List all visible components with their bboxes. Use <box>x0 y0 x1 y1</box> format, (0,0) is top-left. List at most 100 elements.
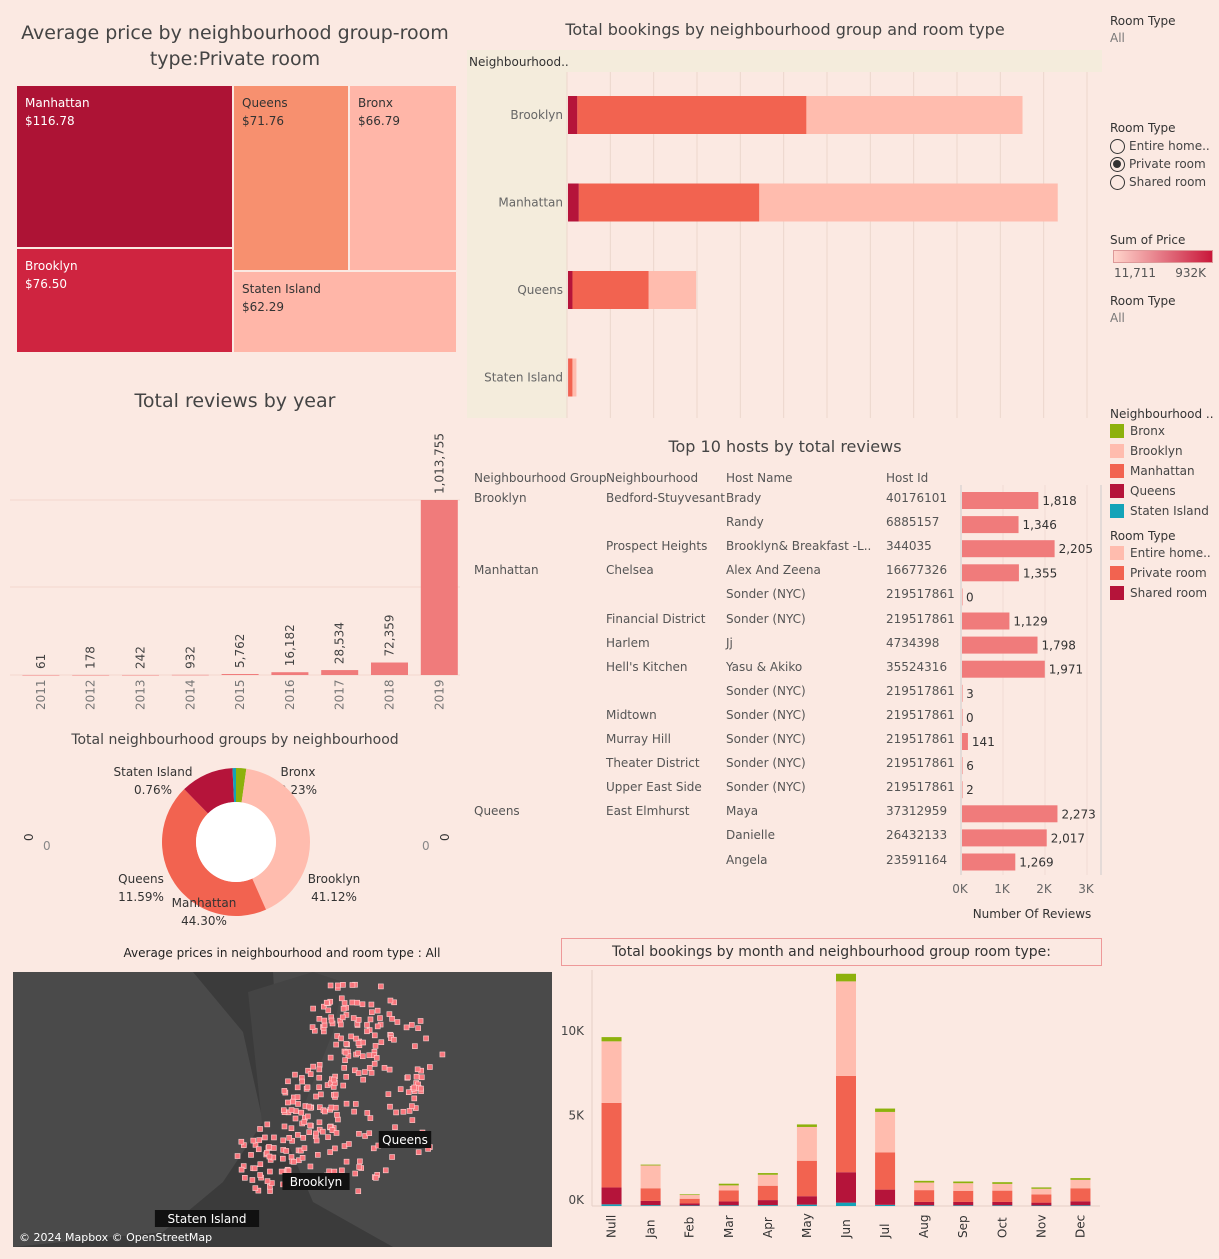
monthly-y-tick: 5K <box>568 1109 585 1123</box>
donut-slice-pct: 44.30% <box>181 914 227 925</box>
map-point <box>360 1039 366 1046</box>
room-type-legend-title: Room Type <box>1110 529 1176 543</box>
map-point <box>349 982 356 988</box>
map-point <box>285 1167 292 1174</box>
hosts-cell-hood: Upper East Side <box>606 780 702 795</box>
legend-swatch <box>1110 424 1124 438</box>
treemap-cell-brooklyn[interactable]: Brooklyn $76.50 <box>16 248 233 353</box>
map-point <box>403 1024 410 1031</box>
monthly-bar-segment <box>992 1205 1013 1206</box>
map-point <box>299 1155 306 1161</box>
room-type-radio-option[interactable]: Shared room <box>1110 173 1219 191</box>
monthly-bar-segment <box>601 1187 622 1205</box>
donut-slice-pct: 0.76% <box>134 783 172 797</box>
map-point <box>374 1023 381 1030</box>
map-point <box>327 982 334 989</box>
donut-axis-zero: 0 <box>422 839 430 853</box>
map-label: Staten Island <box>168 1212 247 1226</box>
monthly-bar-segment <box>914 1201 935 1206</box>
year-tick-label: 2016 <box>283 679 297 710</box>
map-point <box>386 1066 393 1073</box>
room-type-legend: Entire home.. Private room Shared room <box>1110 543 1219 603</box>
map-point <box>339 1014 346 1021</box>
monthly-bar-segment <box>679 1194 700 1196</box>
map-point <box>364 1022 370 1028</box>
bookings-bar-shared <box>568 271 573 309</box>
map-point <box>306 1129 313 1135</box>
year-value-label: 242 <box>134 646 148 669</box>
treemap-cell-name: Manhattan <box>25 96 90 110</box>
room-type-filter-value-2[interactable]: All <box>1110 311 1125 325</box>
monthly-x-tick: Jun <box>839 1219 853 1239</box>
treemap-cell-manhattan[interactable]: Manhattan $116.78 <box>16 85 233 248</box>
room-type-radio-option[interactable]: Private room <box>1110 155 1219 173</box>
neighbourhood-legend-item[interactable]: Bronx <box>1110 421 1219 441</box>
room-type-legend-item[interactable]: Private room <box>1110 563 1219 583</box>
room-type-filter-value[interactable]: All <box>1110 31 1125 45</box>
map-point <box>320 1128 326 1135</box>
treemap-cell-bronx[interactable]: Bronx $66.79 <box>349 85 457 271</box>
donut-chart: Bronx2.23%Brooklyn41.12%Manhattan44.30%Q… <box>22 765 452 925</box>
map-point <box>333 1041 339 1048</box>
map-point <box>313 1093 319 1100</box>
hosts-cell-id: 37312959 <box>886 804 948 819</box>
map-point <box>357 1158 363 1165</box>
bookings-bar-private <box>578 183 760 222</box>
hosts-column-header[interactable]: Neighbourhood Group <box>474 471 607 485</box>
bookings-bar-shared <box>568 183 579 222</box>
map-point <box>362 1069 368 1075</box>
monthly-bar-segment <box>992 1190 1013 1202</box>
hosts-bar-label: 0 <box>966 711 974 725</box>
map-point <box>392 1124 398 1131</box>
radio-icon[interactable] <box>1110 174 1125 190</box>
map-point <box>408 1022 415 1028</box>
hosts-bar-label: 1,355 <box>1023 566 1057 580</box>
neighbourhood-legend-item[interactable]: Brooklyn <box>1110 441 1219 461</box>
neighbourhood-legend-item[interactable]: Manhattan <box>1110 461 1219 481</box>
map-point <box>415 1025 421 1031</box>
hosts-column-header[interactable]: Host Id <box>886 471 929 485</box>
room-type-legend-item[interactable]: Shared room <box>1110 583 1219 603</box>
monthly-bar-segment <box>836 1202 856 1206</box>
map-point <box>331 1076 337 1083</box>
map-point <box>288 1107 295 1113</box>
map-point <box>349 999 356 1006</box>
map-point <box>321 1017 328 1024</box>
room-type-filter-label-2: Room Type <box>1110 294 1176 308</box>
map-point <box>285 1078 291 1085</box>
room-type-legend-item[interactable]: Entire home.. <box>1110 543 1219 563</box>
map-point <box>423 1035 429 1042</box>
neighbourhood-legend-item[interactable]: Queens <box>1110 481 1219 501</box>
hosts-bar-label: 2,205 <box>1059 542 1093 556</box>
reviews-year-chart: 61 2011 178 2012 242 2013 932 2014 5,762 2015 16,1… <box>10 433 460 710</box>
legend-swatch <box>1110 444 1124 458</box>
treemap-cell-staten-island[interactable]: Staten Island $62.29 <box>233 271 457 353</box>
donut-slice <box>162 789 267 916</box>
map-point <box>251 1165 258 1172</box>
map-point <box>280 1155 286 1162</box>
hosts-column-header[interactable]: Neighbourhood <box>606 471 699 485</box>
treemap-cell-value: $71.76 <box>242 114 284 128</box>
hosts-column-header[interactable]: Host Name <box>726 471 793 485</box>
map-point <box>257 1172 263 1178</box>
map-point <box>343 1158 350 1165</box>
monthly-bar-segment <box>875 1108 896 1112</box>
map-point <box>325 1007 332 1014</box>
treemap-cell-queens[interactable]: Queens $71.76 <box>233 85 349 271</box>
map-point <box>366 1065 373 1071</box>
map-point <box>360 1076 366 1083</box>
monthly-bar-segment <box>796 1126 817 1161</box>
hosts-cell-id: 219517861 <box>886 611 955 626</box>
hosts-bar-label: 1,818 <box>1042 494 1076 508</box>
radio-icon[interactable] <box>1110 156 1125 172</box>
hosts-cell-host: Sonder (NYC) <box>726 683 806 698</box>
room-type-radio-option[interactable]: Entire home.. <box>1110 137 1219 155</box>
map[interactable]: Queens Brooklyn Staten Island © 2024 Mapbox… <box>13 972 552 1247</box>
monthly-bar-segment <box>757 1173 778 1175</box>
map-point <box>341 1065 348 1071</box>
map-point <box>341 1000 348 1006</box>
map-point <box>368 1070 375 1076</box>
radio-icon[interactable] <box>1110 138 1125 154</box>
map-point <box>340 981 346 988</box>
neighbourhood-legend-item[interactable]: Staten Island <box>1110 501 1219 521</box>
